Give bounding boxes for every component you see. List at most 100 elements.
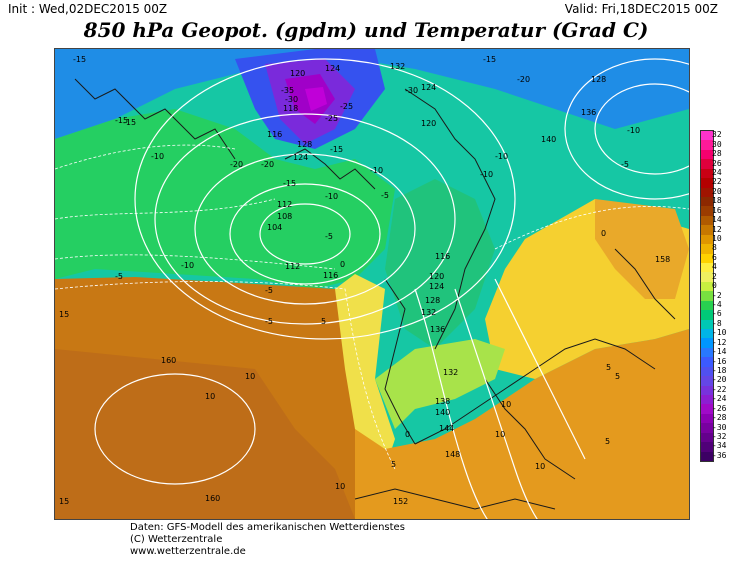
temperature-label: -20	[517, 75, 530, 84]
legend-label: -36	[712, 450, 727, 460]
legend-label: -14	[712, 347, 727, 357]
geopotential-label: 128	[591, 75, 606, 84]
legend-swatch	[701, 395, 713, 405]
color-legend	[700, 130, 714, 462]
legend-swatch	[701, 140, 713, 151]
temperature-label: 0	[405, 430, 410, 439]
legend-label: 24	[712, 167, 722, 177]
legend-swatch	[701, 404, 713, 415]
geopotential-label: 120	[429, 272, 444, 281]
temperature-label: 10	[335, 482, 345, 491]
init-time: Init : Wed,02DEC2015 00Z	[8, 2, 168, 16]
legend-swatch	[701, 244, 713, 255]
valid-time: Valid: Fri,18DEC2015 00Z	[564, 2, 718, 16]
temperature-label: -10	[495, 152, 508, 161]
legend-label: -26	[712, 403, 727, 413]
temperature-label: -10	[181, 261, 194, 270]
temperature-label: 10	[205, 392, 215, 401]
geopotential-label: 112	[285, 262, 300, 271]
legend-swatch	[701, 376, 713, 387]
legend-label: -24	[712, 394, 727, 404]
temperature-label: -10	[325, 192, 338, 201]
temperature-label: 0	[601, 229, 606, 238]
temperature-label: 10	[245, 372, 255, 381]
legend-label: 2	[712, 271, 717, 281]
legend-label: -12	[712, 337, 727, 347]
website-text: www.wetterzentrale.de	[130, 546, 246, 557]
temperature-label: -15	[483, 55, 496, 64]
temperature-label: -35	[281, 86, 294, 95]
legend-swatch	[701, 329, 713, 339]
legend-label: -4	[712, 299, 722, 309]
geopotential-label: 124	[421, 83, 436, 92]
legend-swatch	[701, 281, 713, 292]
temperature-label: -10	[370, 166, 383, 175]
legend-label: 22	[712, 177, 722, 187]
geopotential-label: 124	[325, 64, 340, 73]
temperature-label: -5	[115, 272, 123, 281]
legend-label: 28	[712, 149, 722, 159]
legend-swatch	[701, 385, 713, 396]
temperature-label: -5	[325, 232, 333, 241]
footer: Daten: GFS-Modell des amerikanischen Wet…	[130, 522, 405, 558]
legend-label: 8	[712, 243, 717, 253]
geopotential-contours	[94, 58, 689, 519]
temperature-label: -10	[627, 126, 640, 135]
legend-swatch	[701, 300, 713, 311]
temperature-label: -5	[265, 286, 273, 295]
legend-label: -6	[712, 309, 722, 319]
temperature-label: 10	[501, 400, 511, 409]
legend-swatch	[701, 263, 713, 273]
geopotential-label: 140	[435, 408, 450, 417]
data-source-text: Daten: GFS-Modell des amerikanischen Wet…	[130, 522, 405, 533]
legend-swatch	[701, 234, 713, 245]
legend-swatch	[701, 347, 713, 358]
geopotential-label: 120	[421, 119, 436, 128]
legend-swatch	[701, 423, 713, 434]
legend-swatch	[701, 319, 713, 330]
geopotential-label: 120	[290, 69, 305, 78]
legend-label: 6	[712, 252, 717, 262]
temperature-label: -5	[265, 317, 273, 326]
temperature-label: -15	[115, 116, 128, 125]
geopotential-label: 160	[205, 494, 220, 503]
temperature-label: 5	[321, 317, 326, 326]
geopotential-label: 138	[435, 397, 450, 406]
legend-swatch	[701, 442, 713, 453]
geopotential-label: 132	[443, 368, 458, 377]
legend-label: -18	[712, 365, 727, 375]
temperature-label: -5	[381, 191, 389, 200]
geopotential-label: 104	[267, 223, 282, 232]
legend-label: 4	[712, 262, 717, 272]
temperature-label: 5	[391, 460, 396, 469]
chart-title: 850 hPa Geopot. (gpdm) und Temperatur (G…	[83, 18, 649, 42]
legend-swatch	[701, 215, 713, 226]
legend-label: -20	[712, 375, 727, 385]
legend-swatch	[701, 159, 713, 170]
temperature-label: 10	[495, 430, 505, 439]
legend-label: 30	[712, 139, 722, 149]
geopotential-label: 124	[429, 282, 444, 291]
temperature-label: -20	[261, 160, 274, 169]
legend-label: 0	[712, 281, 717, 291]
weather-map: 120 124 132 128 136 140 118 116 128 124 …	[54, 48, 690, 520]
temperature-label: -15	[123, 118, 136, 127]
legend-label: 10	[712, 233, 722, 243]
temperature-label: -10	[151, 152, 164, 161]
geopotential-label: 112	[277, 200, 292, 209]
temperature-label: 15	[59, 310, 69, 319]
geopotential-label: 128	[297, 140, 312, 149]
legend-label: -22	[712, 384, 727, 394]
legend-label: -32	[712, 431, 727, 441]
geopotential-label: 116	[435, 252, 450, 261]
legend-label: -28	[712, 413, 727, 423]
temperature-label: -15	[283, 179, 296, 188]
legend-swatch	[701, 357, 713, 368]
temperature-label: -10	[480, 170, 493, 179]
legend-swatch	[701, 253, 713, 264]
temperature-label: 0	[340, 260, 345, 269]
temperature-label: 5	[605, 437, 610, 446]
legend-label: 12	[712, 224, 722, 234]
temperature-label: -30	[285, 95, 298, 104]
legend-label: -8	[712, 318, 722, 328]
